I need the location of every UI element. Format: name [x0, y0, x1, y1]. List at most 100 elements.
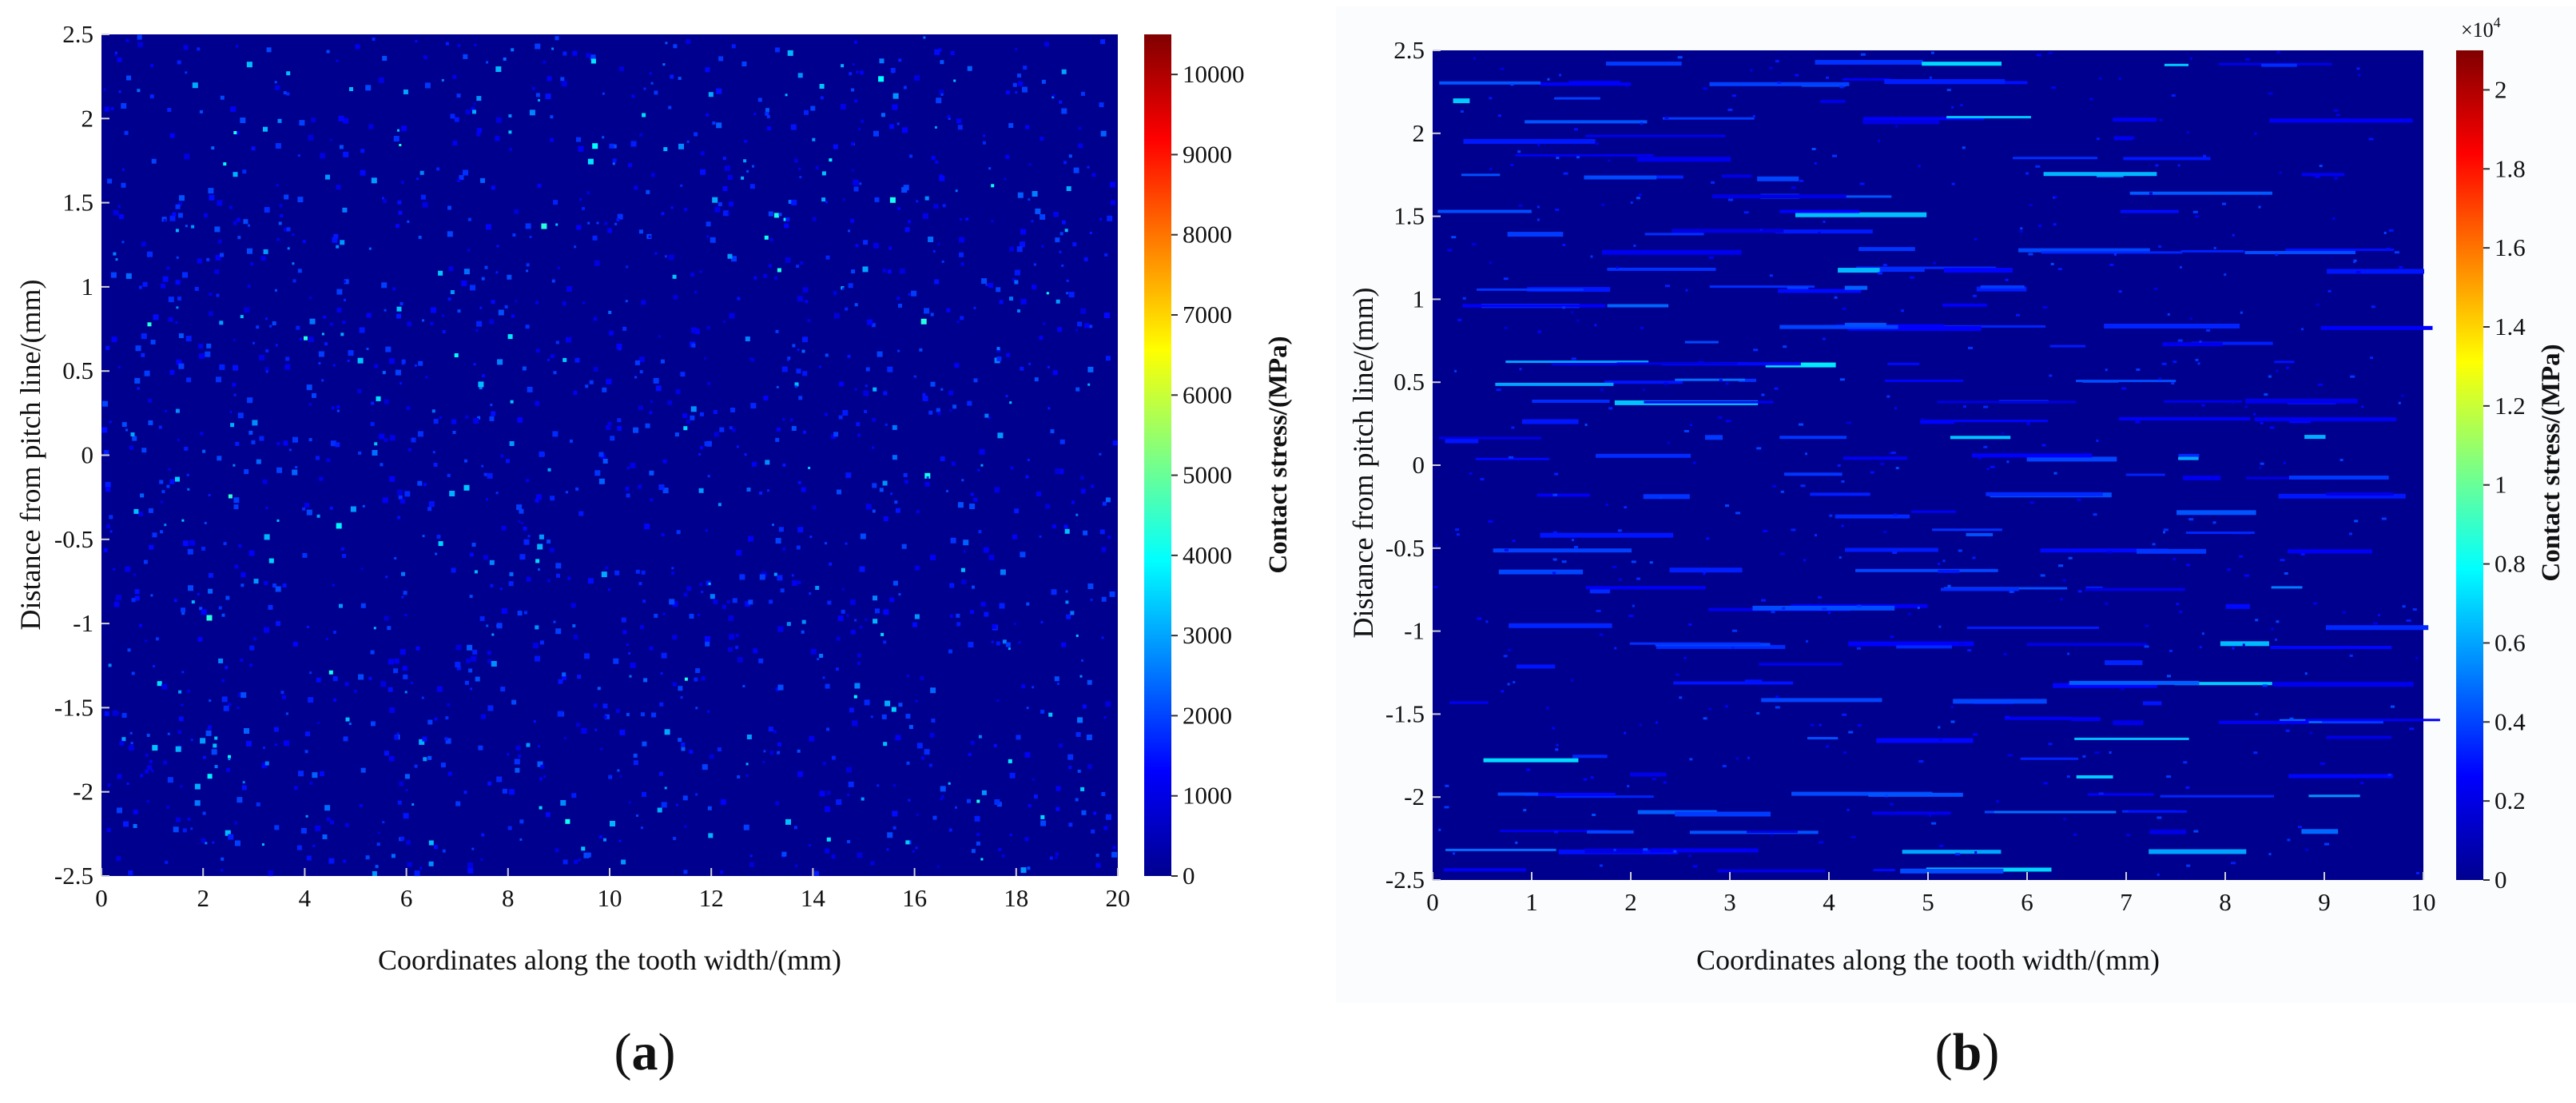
heatmap-a-cell — [1087, 165, 1090, 169]
heatmap-a-cell — [197, 47, 201, 51]
heatmap-a-cell — [649, 72, 652, 75]
heatmap-b-cell — [1974, 237, 1978, 241]
heatmap-a-cell — [442, 314, 444, 317]
heatmap-a-cell — [118, 90, 121, 94]
heatmap-a-cell — [402, 666, 407, 671]
heatmap-a-cell — [501, 525, 507, 531]
heatmap-a-cell — [727, 253, 733, 259]
heatmap-a-cell — [576, 723, 580, 727]
heatmap-a-cell — [650, 400, 653, 403]
colorbar-b-ticks: 00.20.40.60.811.21.41.61.82 — [2483, 75, 2526, 894]
heatmap-a-cell — [330, 820, 334, 825]
heatmap-a-cell — [898, 304, 902, 308]
heatmap-a-cell — [899, 268, 905, 274]
heatmap-a-cell — [325, 174, 330, 180]
heatmap-a-cell — [797, 527, 804, 533]
heatmap-a-cell — [141, 448, 147, 453]
heatmap-a-cell — [1091, 484, 1095, 488]
heatmap-a-cell — [972, 585, 975, 589]
heatmap-a-cell — [316, 722, 320, 724]
heatmap-b-streak — [1778, 289, 1862, 293]
heatmap-a-cell — [1020, 366, 1024, 371]
heatmap-a-cell — [277, 118, 282, 123]
heatmap-a-cell — [1066, 186, 1071, 191]
heatmap-a-cell — [1031, 220, 1034, 223]
heatmap-a-cell — [745, 601, 751, 607]
heatmap-a-cell — [566, 336, 571, 343]
heatmap-a-cell — [218, 658, 224, 663]
heatmap-a-cell — [980, 858, 984, 861]
heatmap-a-cell — [283, 440, 288, 446]
heatmap-a-cell — [423, 483, 427, 487]
heatmap-a-cell — [168, 468, 171, 471]
heatmap-a-cell — [849, 707, 854, 713]
b-y-tick-label: 1 — [1413, 285, 1425, 313]
heatmap-b-cell — [1846, 421, 1851, 424]
heatmap-b-cell — [1822, 607, 1827, 610]
heatmap-a-cell — [527, 535, 531, 538]
heatmap-a-cell — [457, 44, 461, 48]
heatmap-a-cell — [292, 641, 298, 647]
heatmap-a-cell — [1087, 366, 1094, 372]
heatmap-a-cell — [143, 559, 148, 564]
heatmap-b-cell — [1708, 707, 1712, 711]
heatmap-a-cell — [955, 806, 957, 809]
heatmap-b-cell — [1973, 733, 1978, 736]
heatmap-a-cell — [929, 732, 935, 738]
heatmap-a-cell — [526, 479, 530, 483]
heatmap-a-cell — [396, 224, 400, 229]
heatmap-b-cell — [1978, 456, 1982, 460]
heatmap-a-cell — [571, 793, 577, 798]
heatmap-a-cell — [753, 648, 758, 654]
heatmap-a-cell — [922, 392, 926, 396]
heatmap-a-cell — [650, 173, 655, 177]
heatmap-a-cell — [482, 374, 486, 378]
heatmap-a-cell — [471, 106, 475, 111]
heatmap-a-cell — [241, 692, 247, 699]
heatmap-b-cell — [1878, 139, 1881, 142]
heatmap-a-cell — [920, 756, 924, 760]
heatmap-a-cell — [543, 775, 546, 778]
heatmap-a-cell — [130, 742, 133, 745]
colorbar-a: 0100020003000400050006000700080009000100… — [1144, 34, 1293, 890]
heatmap-a-cell — [204, 521, 207, 524]
heatmap-a-cell — [190, 739, 193, 742]
heatmap-a-cell — [658, 335, 661, 338]
heatmap-a-cell — [384, 399, 389, 404]
heatmap-a-cell — [540, 764, 545, 769]
heatmap-a-cell — [759, 574, 765, 580]
a-colorbar-tick-label: 7000 — [1183, 301, 1232, 329]
heatmap-a-cell — [994, 487, 1000, 493]
heatmap-a-cell — [287, 247, 290, 250]
heatmap-a-cell — [551, 279, 555, 283]
heatmap-a-cell — [550, 115, 554, 119]
heatmap-a-cell — [896, 297, 900, 301]
heatmap-b-cell — [2212, 521, 2216, 524]
heatmap-a-cell — [920, 675, 924, 680]
heatmap-a-cell — [414, 764, 418, 768]
heatmap-a-cell — [264, 761, 269, 766]
heatmap-b-cell — [1708, 256, 1714, 259]
heatmap-a-cell — [221, 679, 225, 683]
heatmap-a-cell — [935, 160, 939, 164]
heatmap-a-cell — [407, 220, 410, 223]
heatmap-a-cell — [930, 687, 936, 694]
heatmap-a-cell — [939, 90, 944, 95]
heatmap-a-cell — [509, 441, 515, 446]
heatmap-a-cell — [924, 472, 931, 479]
heatmap-b-cell — [1643, 848, 1648, 851]
heatmap-a-cell — [879, 488, 884, 492]
heatmap-a-cell — [1024, 837, 1029, 842]
heatmap-b-streak — [2305, 719, 2440, 722]
heatmap-b-cell — [1684, 430, 1689, 432]
heatmap-b-streak — [1842, 78, 1890, 81]
heatmap-a-cell — [767, 489, 769, 492]
heatmap-a-cell — [865, 618, 868, 621]
heatmap-a-cell — [261, 765, 265, 769]
heatmap-b-cell — [1917, 606, 1920, 609]
heatmap-a-cell — [769, 238, 773, 241]
heatmap-b-cell — [1501, 690, 1505, 693]
heatmap-b-streak — [1858, 247, 1915, 252]
heatmap-a-cell — [137, 387, 140, 390]
heatmap-a-cell — [141, 241, 146, 247]
